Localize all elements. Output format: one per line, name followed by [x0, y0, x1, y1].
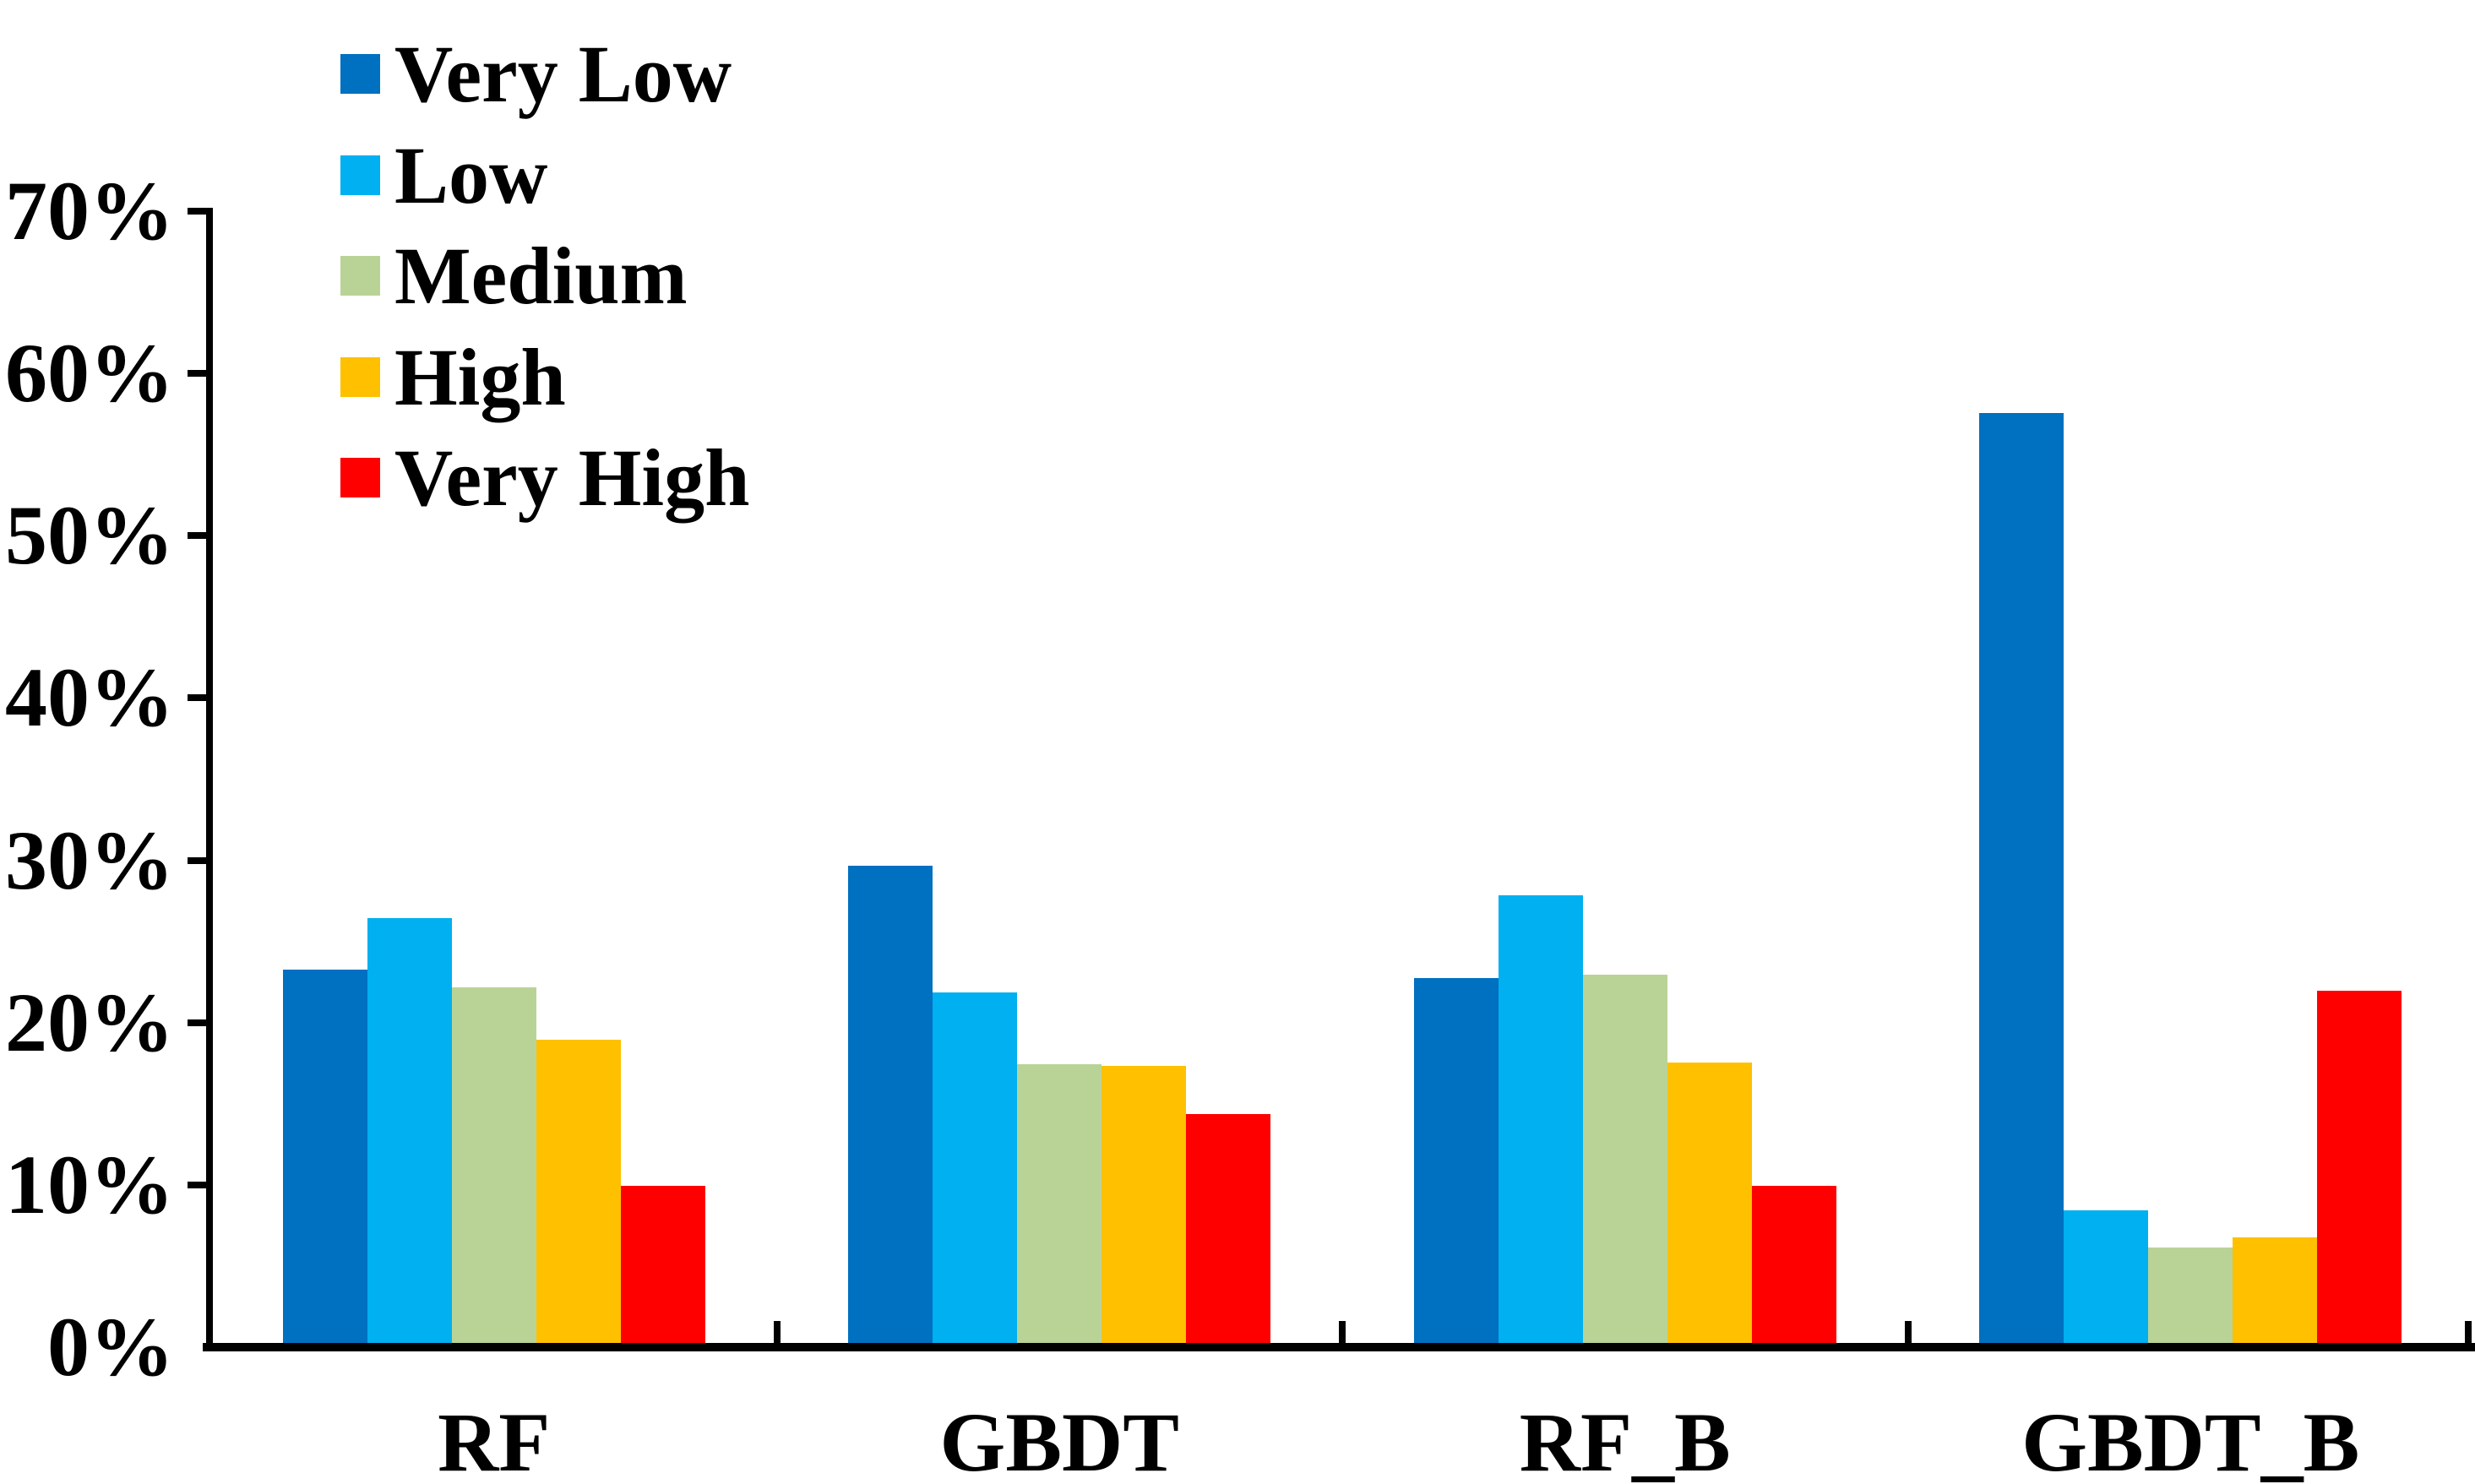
legend-label-medium: Medium: [394, 231, 688, 321]
y-tick-label-50: 50%: [5, 488, 174, 583]
y-tick-label-40: 40%: [5, 650, 174, 745]
bar-rf-high: [536, 1039, 621, 1345]
bar-rf-b-medium: [1582, 974, 1667, 1345]
x-tick-2: [1339, 1321, 1346, 1343]
legend-swatch-high: [340, 356, 380, 397]
y-tick-label-70: 70%: [5, 164, 174, 258]
y-tick-50: [188, 532, 211, 540]
x-axis-label-rf-b: RF_B: [1519, 1395, 1731, 1484]
y-tick-label-20: 20%: [5, 975, 174, 1069]
bar-gbdt-medium: [1017, 1063, 1102, 1345]
y-tick-40: [188, 694, 211, 702]
bar-rf-very-low: [282, 970, 367, 1345]
bar-gbdt-b-low: [2064, 1209, 2149, 1345]
bar-gbdt-b-medium: [2148, 1247, 2233, 1345]
bar-gbdt-high: [1102, 1065, 1187, 1345]
x-tick-4: [2465, 1321, 2472, 1343]
y-tick-label-30: 30%: [5, 813, 174, 907]
y-axis-line: [206, 208, 213, 1351]
x-axis-line: [203, 1343, 2475, 1351]
bar-gbdt-low: [933, 992, 1018, 1345]
bar-gbdt-b-very-high: [2317, 991, 2402, 1345]
bar-gbdt-b-very-low: [1979, 413, 2064, 1345]
bar-rf-medium: [451, 987, 536, 1345]
x-tick-3: [1904, 1321, 1912, 1343]
bar-rf-b-very-high: [1751, 1185, 1836, 1345]
legend-label-very-low: Very Low: [394, 29, 732, 119]
bar-rf-very-high: [620, 1185, 705, 1345]
x-tick-1: [773, 1321, 781, 1343]
bar-gbdt-very-high: [1186, 1114, 1271, 1345]
bar-rf-b-very-low: [1413, 977, 1499, 1345]
legend-swatch-very-high: [340, 458, 380, 497]
legend-swatch-low: [340, 155, 380, 195]
bar-gbdt-b-high: [2233, 1237, 2318, 1345]
y-tick-10: [188, 1181, 211, 1188]
y-tick-20: [188, 1019, 211, 1026]
x-axis-label-gbdt: GBDT: [939, 1395, 1179, 1484]
legend-label-very-high: Very High: [394, 432, 750, 523]
bar-gbdt-very-low: [848, 866, 933, 1345]
x-axis-label-rf: RF: [438, 1395, 551, 1484]
legend-swatch-very-low: [340, 54, 380, 94]
legend-label-low: Low: [394, 129, 548, 220]
x-axis-label-gbdt-b: GBDT_B: [2021, 1395, 2360, 1484]
y-tick-70: [188, 208, 211, 215]
bar-rf-b-high: [1667, 1062, 1752, 1345]
y-tick-label-0: 0%: [47, 1300, 174, 1394]
legend-swatch-medium: [340, 256, 380, 296]
legend-label-high: High: [394, 331, 566, 422]
y-tick-label-60: 60%: [5, 326, 174, 421]
y-tick-label-10: 10%: [5, 1137, 174, 1231]
bar-rf-b-low: [1498, 894, 1583, 1345]
bar-rf-low: [367, 917, 452, 1345]
y-tick-60: [188, 370, 211, 378]
y-tick-30: [188, 856, 211, 864]
